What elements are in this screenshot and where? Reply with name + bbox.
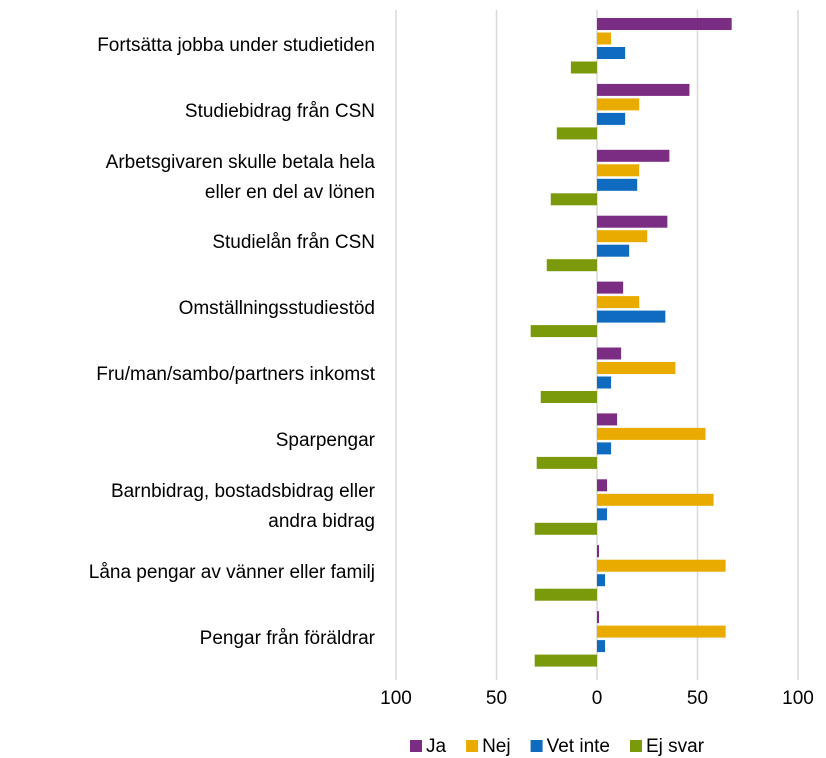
bar [597,83,690,96]
bar [597,310,666,323]
bar [597,413,618,426]
bar [597,230,648,243]
bar [597,112,626,125]
bar [597,362,676,374]
bar [534,522,597,535]
x-tick-label: 50 [687,688,708,709]
bar [546,259,597,272]
category-label: Arbetsgivaren skulle betala hela eller e… [105,151,375,203]
bar [597,18,732,30]
bar [597,32,612,45]
bar [534,588,597,601]
bar [597,296,640,309]
bar [597,164,640,177]
bar [597,611,600,624]
category-label: Sparpengar [275,430,375,452]
category-label: Fortsätta jobba under studietiden [97,34,375,56]
legend-label: Ej svar [646,736,705,757]
bar [570,61,597,74]
bar [597,545,600,558]
x-tick-label: 100 [782,688,814,709]
x-tick-label: 0 [592,688,603,709]
bar [597,427,706,440]
legend-swatch [629,740,642,752]
bar [597,149,670,162]
bar [597,442,612,455]
category-label: Pengar från föräldrar [199,627,375,649]
category-label: Studielån från CSN [212,232,375,254]
bar [597,574,606,587]
bar [556,127,597,140]
bar [597,178,638,191]
category-label: Låna pengar av vänner eller familj [88,561,375,583]
legend-swatch [410,740,422,752]
legend-swatch [530,740,543,752]
bar [597,244,630,257]
legend-swatch [466,740,479,752]
x-tick-label: 100 [380,688,412,709]
x-tick-label: 50 [486,688,507,709]
bar [597,493,714,506]
bar [534,654,597,667]
bar [530,325,597,338]
bar [597,215,668,228]
category-label: Studiebidrag från CSN [184,100,375,122]
bar [550,193,597,206]
bar [597,479,608,492]
bar [597,98,640,111]
bar [597,47,626,59]
bar [536,456,597,469]
bar [597,559,726,572]
legend-label: Vet inte [547,736,610,757]
bar [540,391,597,403]
legend-label: Ja [426,736,447,757]
bar [597,508,608,521]
category-label: Omställningsstudiestöd [178,298,375,320]
bar [597,347,622,360]
bar [597,640,606,653]
category-label: Fru/man/sambo/partners inkomst [96,364,375,386]
legend-label: Nej [482,736,511,757]
bar [597,625,726,638]
category-label: Barnbidrag, bostadsbidrag eller andra bi… [110,481,375,533]
bar [597,376,612,389]
bar [597,281,624,294]
